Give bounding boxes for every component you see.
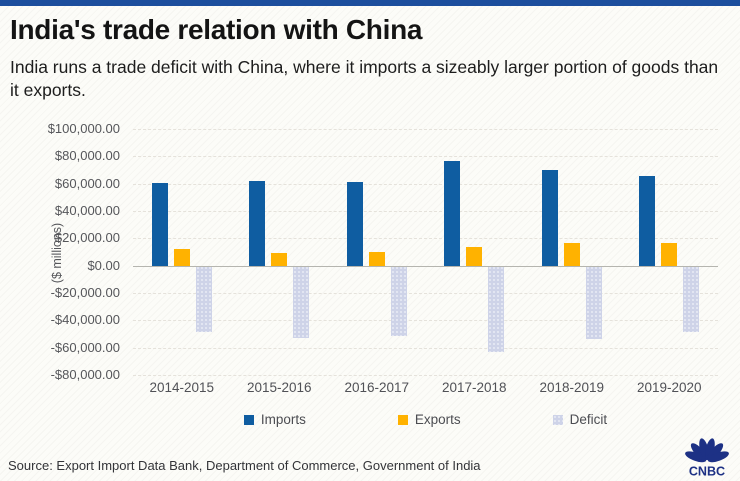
gridline: [133, 375, 718, 376]
bar-exports: [466, 247, 483, 266]
source-note: Source: Export Import Data Bank, Departm…: [8, 458, 481, 473]
legend-label: Deficit: [569, 412, 608, 427]
legend-swatch: [243, 414, 254, 425]
bar-deficit: [585, 265, 602, 339]
gridline: [133, 320, 718, 322]
gridline: [133, 347, 718, 349]
bar-imports: [249, 181, 266, 266]
bar-exports: [563, 242, 580, 266]
cnbc-logo-text: CNBC: [689, 464, 725, 478]
y-tick-label: $100,000.00: [47, 121, 120, 136]
gridline: [133, 293, 718, 294]
y-tick-label: -$20,000.00: [50, 285, 120, 300]
bar-exports: [271, 253, 288, 266]
legend-item-deficit: Deficit: [552, 412, 608, 427]
x-axis-label: 2015-2016: [246, 380, 312, 395]
y-tick-label: $20,000.00: [54, 230, 120, 246]
bar-group: [639, 129, 700, 375]
x-axis-label: 2019-2020: [636, 380, 702, 395]
y-tick-label: -$80,000.00: [50, 367, 120, 382]
bar-imports: [444, 161, 461, 266]
gridline: [133, 211, 718, 212]
x-axis-label: 2016-2017: [344, 380, 410, 395]
bar-imports: [151, 183, 168, 266]
bar-deficit: [390, 265, 407, 336]
legend-swatch: [552, 414, 563, 425]
gridline: [133, 183, 718, 185]
gridline: [133, 129, 718, 130]
cnbc-logo: CNBC: [677, 437, 737, 481]
page-subtitle: India runs a trade deficit with China, w…: [10, 57, 719, 100]
x-axis-label: 2018-2019: [539, 380, 605, 395]
bar-group: [444, 129, 505, 375]
bar-imports: [639, 176, 656, 266]
bar-group: [249, 129, 310, 375]
y-tick-label: $80,000.00: [54, 148, 120, 164]
gridline: [133, 156, 718, 158]
bar-deficit: [683, 265, 700, 333]
top-accent-bar: [0, 0, 740, 6]
page-title: India's trade relation with China: [10, 14, 423, 45]
legend-item-imports: Imports: [243, 412, 306, 427]
legend-item-exports: Exports: [397, 412, 461, 427]
bar-exports: [173, 249, 190, 266]
bar-exports: [368, 251, 385, 266]
bar-exports: [661, 242, 678, 266]
legend-label: Exports: [414, 412, 461, 427]
y-tick-label: $60,000.00: [54, 175, 120, 191]
bar-deficit: [488, 265, 505, 352]
bar-deficit: [293, 265, 310, 338]
plot-area: [133, 129, 718, 376]
chart-legend: Imports Exports Deficit: [133, 412, 718, 427]
y-tick-label: -$40,000.00: [50, 312, 120, 328]
bar-imports: [346, 181, 363, 266]
gridline: [133, 238, 718, 240]
legend-swatch: [397, 414, 408, 425]
bar-imports: [541, 169, 558, 266]
y-tick-label: $0.00: [87, 257, 120, 273]
legend-label: Imports: [260, 412, 306, 427]
peacock-icon: CNBC: [685, 438, 729, 478]
bar-group: [151, 129, 212, 375]
y-tick-label: $40,000.00: [54, 203, 120, 218]
y-tick-label: -$60,000.00: [50, 339, 120, 355]
bar-group: [541, 129, 602, 375]
zero-line: [133, 265, 718, 267]
x-axis-label: 2017-2018: [441, 380, 507, 395]
bar-deficit: [195, 265, 212, 332]
x-axis-label: 2014-2015: [149, 380, 215, 395]
bar-group: [346, 129, 407, 375]
